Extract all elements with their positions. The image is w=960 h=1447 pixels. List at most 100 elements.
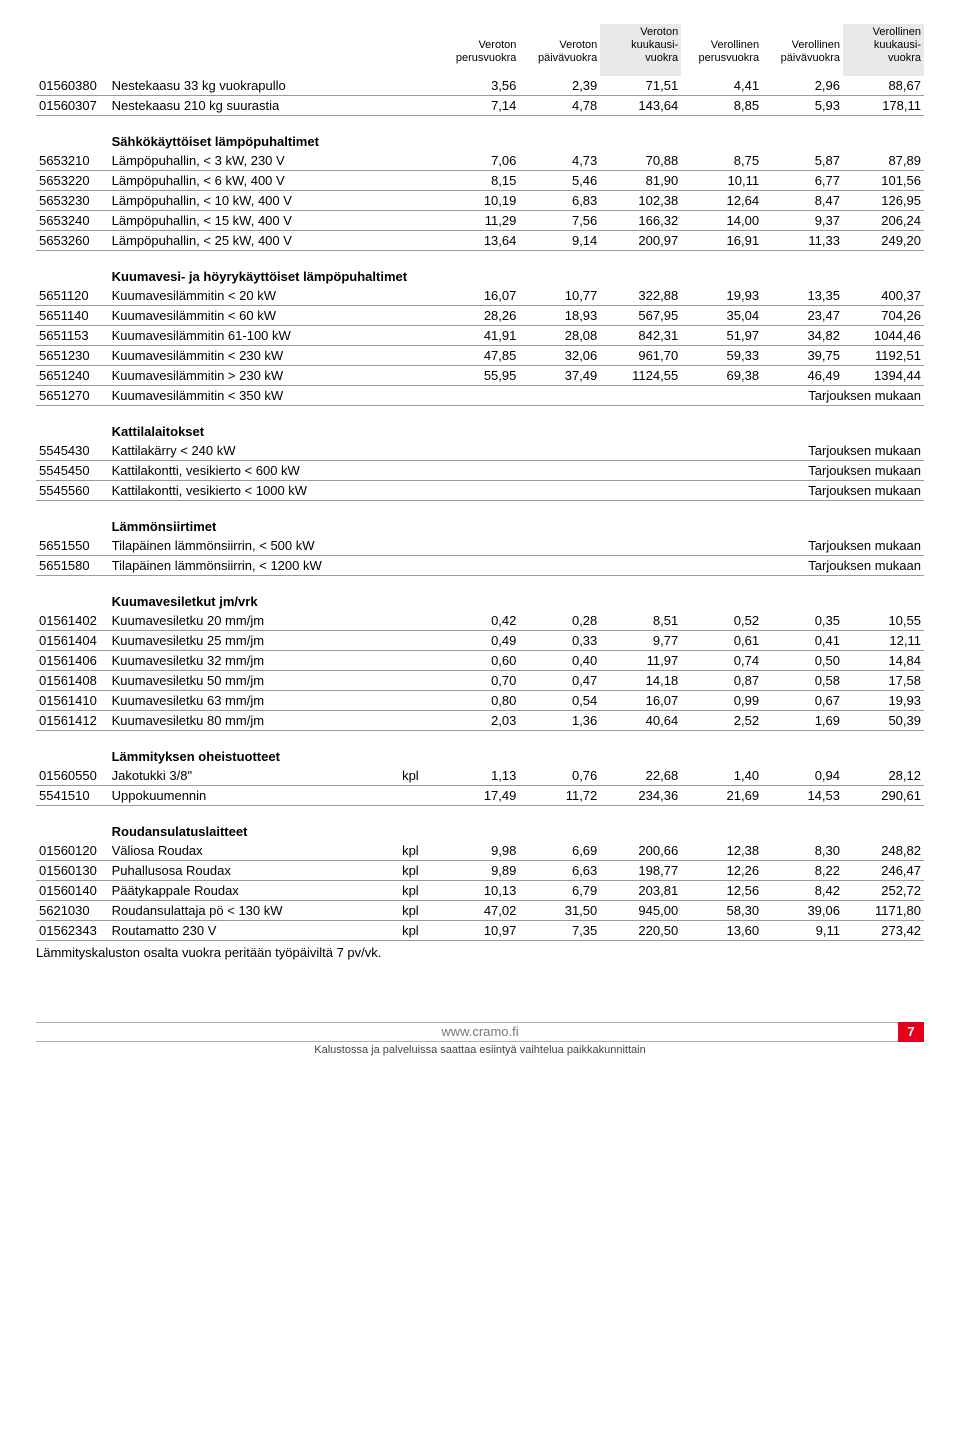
table-row: 5621030Roudansulattaja pö < 130 kWkpl47,…: [36, 900, 924, 920]
cell-unit: [399, 95, 438, 115]
cell-value: 1044,46: [843, 325, 924, 345]
cell-desc: Kuumavesiletku 80 mm/jm: [109, 710, 399, 730]
cell-value: 1,13: [438, 766, 519, 786]
cell-value: 0,70: [438, 670, 519, 690]
cell-value: 14,53: [762, 785, 843, 805]
cell-desc: Kuumavesilämmitin > 230 kW: [109, 365, 399, 385]
table-header-row: Verotonperusvuokra Verotonpäivävuokra Ve…: [36, 24, 924, 76]
cell-value: 0,50: [762, 650, 843, 670]
cell-code: 5541510: [36, 785, 109, 805]
cell-value: 0,42: [438, 611, 519, 631]
col-header: Verollinenperusvuokra: [681, 24, 762, 76]
cell-value: 8,30: [762, 841, 843, 861]
cell-code: 5651580: [36, 555, 109, 575]
cell-value: 10,19: [438, 190, 519, 210]
cell-desc: Lämpöpuhallin, < 3 kW, 230 V: [109, 151, 399, 171]
cell-value: 28,26: [438, 305, 519, 325]
cell-code: 5653220: [36, 170, 109, 190]
cell-desc: Routamatto 230 V: [109, 920, 399, 940]
cell-value: 17,58: [843, 670, 924, 690]
cell-unit: [399, 190, 438, 210]
cell-value: 7,35: [519, 920, 600, 940]
cell-code: 01560130: [36, 860, 109, 880]
cell-value: 0,74: [681, 650, 762, 670]
cell-value: 55,95: [438, 365, 519, 385]
cell-code: 5651230: [36, 345, 109, 365]
cell-code: 01560550: [36, 766, 109, 786]
cell-value: 8,15: [438, 170, 519, 190]
cell-unit: [399, 230, 438, 250]
cell-value: 273,42: [843, 920, 924, 940]
cell-value: 13,35: [762, 286, 843, 306]
cell-value: 88,67: [843, 76, 924, 96]
cell-value: 6,69: [519, 841, 600, 861]
cell-value: 10,77: [519, 286, 600, 306]
cell-value: 0,76: [519, 766, 600, 786]
cell-unit: [399, 690, 438, 710]
cell-value: 1394,44: [843, 365, 924, 385]
cell-value: 16,91: [681, 230, 762, 250]
section-heading: Kattilalaitokset: [36, 405, 924, 441]
cell-value: 37,49: [519, 365, 600, 385]
cell-value: 14,00: [681, 210, 762, 230]
cell-value: 4,78: [519, 95, 600, 115]
cell-value: 70,88: [600, 151, 681, 171]
cell-value: 10,55: [843, 611, 924, 631]
cell-value: 2,39: [519, 76, 600, 96]
cell-value: 10,97: [438, 920, 519, 940]
table-row: 01561406Kuumavesiletku 32 mm/jm0,600,401…: [36, 650, 924, 670]
cell-value: 1,69: [762, 710, 843, 730]
cell-value: 31,50: [519, 900, 600, 920]
table-row: 5545560Kattilakontti, vesikierto < 1000 …: [36, 480, 924, 500]
table-row: 01560130Puhallusosa Roudaxkpl9,896,63198…: [36, 860, 924, 880]
cell-value: 21,69: [681, 785, 762, 805]
cell-code: 5651270: [36, 385, 109, 405]
cell-value: 28,08: [519, 325, 600, 345]
cell-desc: Tilapäinen lämmönsiirrin, < 1200 kW: [109, 555, 399, 575]
section-heading: Roudansulatuslaitteet: [36, 805, 924, 841]
cell-value: 40,64: [600, 710, 681, 730]
col-header: Verollinenpäivävuokra: [762, 24, 843, 76]
section-title: Sähkökäyttöiset lämpöpuhaltimet: [109, 115, 924, 151]
cell-value: 32,06: [519, 345, 600, 365]
cell-unit: [399, 611, 438, 631]
cell-code: 01561404: [36, 630, 109, 650]
cell-value: 0,87: [681, 670, 762, 690]
cell-value: 22,68: [600, 766, 681, 786]
cell-desc: Kuumavesiletku 50 mm/jm: [109, 670, 399, 690]
cell-value: 2,96: [762, 76, 843, 96]
cell-value: 9,37: [762, 210, 843, 230]
cell-value: 11,29: [438, 210, 519, 230]
section-heading: Kuumavesiletkut jm/vrk: [36, 575, 924, 611]
cell-code: 01562343: [36, 920, 109, 940]
cell-value: 11,33: [762, 230, 843, 250]
cell-unit: [399, 286, 438, 306]
cell-value: 87,89: [843, 151, 924, 171]
cell-unit: [399, 210, 438, 230]
cell-desc: Lämpöpuhallin, < 10 kW, 400 V: [109, 190, 399, 210]
cell-value: 166,32: [600, 210, 681, 230]
cell-value: 1171,80: [843, 900, 924, 920]
cell-unit: [399, 536, 438, 556]
cell-value: 101,56: [843, 170, 924, 190]
cell-code: 01560140: [36, 880, 109, 900]
table-row: 01561408Kuumavesiletku 50 mm/jm0,700,471…: [36, 670, 924, 690]
cell-value: 9,89: [438, 860, 519, 880]
table-row: 01561402Kuumavesiletku 20 mm/jm0,420,288…: [36, 611, 924, 631]
cell-code: 5545560: [36, 480, 109, 500]
cell-value: 4,41: [681, 76, 762, 96]
cell-code: 5621030: [36, 900, 109, 920]
cell-unit: kpl: [399, 860, 438, 880]
cell-value: 8,75: [681, 151, 762, 171]
cell-value: 249,20: [843, 230, 924, 250]
table-row: 5651270Kuumavesilämmitin < 350 kWTarjouk…: [36, 385, 924, 405]
cell-value: 252,72: [843, 880, 924, 900]
cell-desc: Kuumavesilämmitin < 20 kW: [109, 286, 399, 306]
cell-unit: [399, 325, 438, 345]
cell-unit: kpl: [399, 766, 438, 786]
cell-desc: Kuumavesilämmitin 61-100 kW: [109, 325, 399, 345]
col-header: Verollinenkuukausi-vuokra: [843, 24, 924, 76]
cell-value: 2,52: [681, 710, 762, 730]
cell-code: 5651140: [36, 305, 109, 325]
cell-tarjous: Tarjouksen mukaan: [438, 555, 924, 575]
